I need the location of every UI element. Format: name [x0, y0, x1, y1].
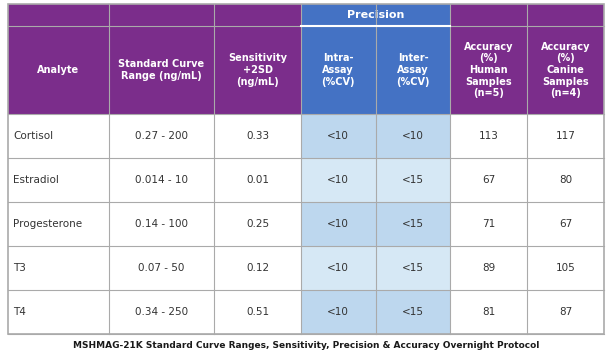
- Bar: [8, 290, 109, 334]
- Text: 0.25: 0.25: [246, 219, 269, 229]
- Text: 81: 81: [482, 307, 496, 317]
- Bar: [214, 158, 300, 202]
- Bar: [214, 4, 300, 26]
- Text: <10: <10: [327, 131, 349, 141]
- Text: MSHMAG-21K Standard Curve Ranges, Sensitivity, Precision & Accuracy Overnight Pr: MSHMAG-21K Standard Curve Ranges, Sensit…: [73, 341, 539, 350]
- Text: 0.07 - 50: 0.07 - 50: [138, 263, 185, 273]
- Bar: [300, 202, 376, 246]
- Bar: [450, 26, 527, 114]
- Bar: [450, 246, 527, 290]
- Text: 0.01: 0.01: [246, 175, 269, 185]
- Bar: [376, 202, 450, 246]
- Text: 105: 105: [556, 263, 575, 273]
- Bar: [109, 114, 214, 158]
- Text: 0.14 - 100: 0.14 - 100: [135, 219, 188, 229]
- Bar: [300, 26, 376, 114]
- Bar: [527, 114, 604, 158]
- Bar: [450, 158, 527, 202]
- Bar: [450, 114, 527, 158]
- Text: 0.33: 0.33: [246, 131, 269, 141]
- Bar: [109, 290, 214, 334]
- Text: <10: <10: [327, 307, 349, 317]
- Text: 80: 80: [559, 175, 572, 185]
- Bar: [376, 290, 450, 334]
- Text: 0.34 - 250: 0.34 - 250: [135, 307, 188, 317]
- Bar: [300, 246, 376, 290]
- Bar: [527, 202, 604, 246]
- Bar: [8, 158, 109, 202]
- Text: Cortisol: Cortisol: [13, 131, 53, 141]
- Text: 113: 113: [479, 131, 499, 141]
- Text: 67: 67: [559, 219, 572, 229]
- Bar: [527, 4, 604, 26]
- Bar: [376, 246, 450, 290]
- Bar: [214, 114, 300, 158]
- Text: <15: <15: [402, 307, 424, 317]
- Text: 0.12: 0.12: [246, 263, 269, 273]
- Bar: [109, 4, 214, 26]
- Text: 0.014 - 10: 0.014 - 10: [135, 175, 188, 185]
- Text: 0.27 - 200: 0.27 - 200: [135, 131, 188, 141]
- Text: Precision: Precision: [347, 10, 405, 20]
- Text: <10: <10: [327, 219, 349, 229]
- Bar: [109, 26, 214, 114]
- Bar: [109, 158, 214, 202]
- Bar: [214, 202, 300, 246]
- Text: Accuracy
(%)
Human
Samples
(n=5): Accuracy (%) Human Samples (n=5): [464, 42, 513, 98]
- Text: 67: 67: [482, 175, 496, 185]
- Text: T3: T3: [13, 263, 26, 273]
- Text: <15: <15: [402, 219, 424, 229]
- Bar: [300, 290, 376, 334]
- Text: Progesterone: Progesterone: [13, 219, 82, 229]
- Bar: [8, 202, 109, 246]
- Bar: [527, 246, 604, 290]
- Bar: [8, 26, 109, 114]
- Text: Intra-
Assay
(%CV): Intra- Assay (%CV): [321, 53, 355, 87]
- Text: Sensitivity
+2SD
(ng/mL): Sensitivity +2SD (ng/mL): [228, 53, 287, 87]
- Text: 87: 87: [559, 307, 572, 317]
- Bar: [450, 4, 527, 26]
- Text: T4: T4: [13, 307, 26, 317]
- Bar: [376, 158, 450, 202]
- Bar: [8, 246, 109, 290]
- Bar: [300, 4, 376, 26]
- Text: <10: <10: [327, 263, 349, 273]
- Bar: [214, 26, 300, 114]
- Bar: [214, 246, 300, 290]
- Bar: [376, 114, 450, 158]
- Text: <15: <15: [402, 175, 424, 185]
- Text: <10: <10: [327, 175, 349, 185]
- Text: 89: 89: [482, 263, 496, 273]
- Text: Standard Curve
Range (ng/mL): Standard Curve Range (ng/mL): [119, 59, 204, 81]
- Text: 71: 71: [482, 219, 496, 229]
- Bar: [214, 290, 300, 334]
- Bar: [300, 114, 376, 158]
- Bar: [450, 202, 527, 246]
- Text: Estradiol: Estradiol: [13, 175, 59, 185]
- Text: Inter-
Assay
(%CV): Inter- Assay (%CV): [396, 53, 430, 87]
- Text: Accuracy
(%)
Canine
Samples
(n=4): Accuracy (%) Canine Samples (n=4): [541, 42, 591, 98]
- Text: <15: <15: [402, 263, 424, 273]
- Bar: [109, 246, 214, 290]
- Bar: [8, 4, 109, 26]
- Bar: [376, 26, 450, 114]
- Bar: [8, 114, 109, 158]
- Text: 0.51: 0.51: [246, 307, 269, 317]
- Text: Analyte: Analyte: [37, 65, 80, 75]
- Bar: [450, 290, 527, 334]
- Text: <10: <10: [402, 131, 424, 141]
- Text: 117: 117: [556, 131, 575, 141]
- Bar: [300, 158, 376, 202]
- Bar: [527, 26, 604, 114]
- Bar: [527, 158, 604, 202]
- Bar: [109, 202, 214, 246]
- Bar: [527, 290, 604, 334]
- Bar: [376, 4, 450, 26]
